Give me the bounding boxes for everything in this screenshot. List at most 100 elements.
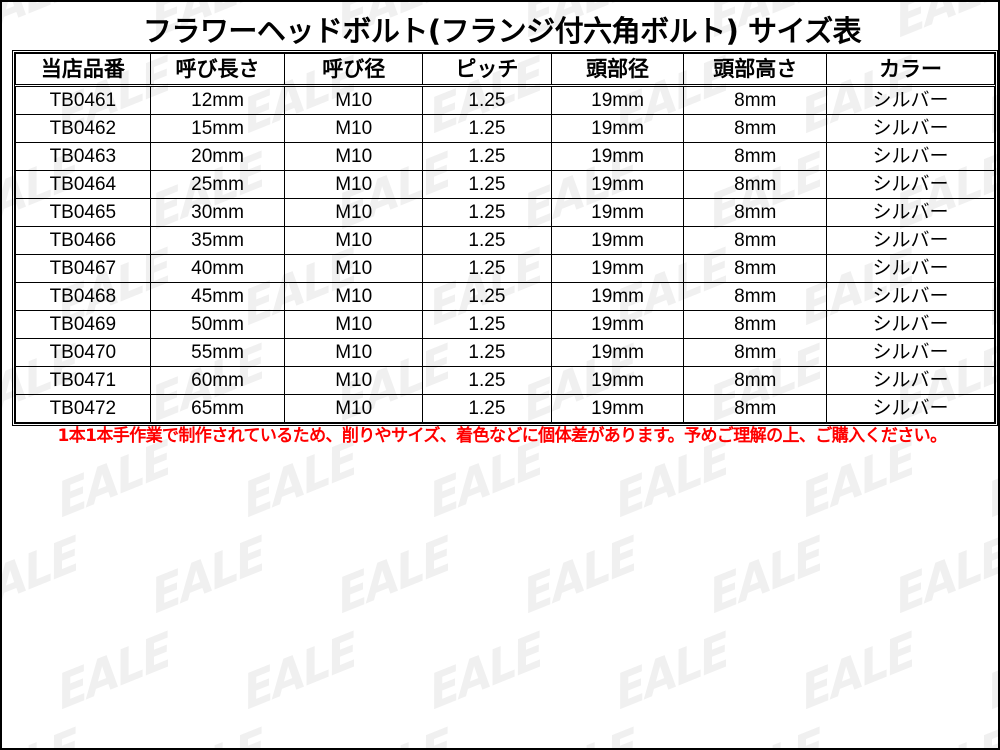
table-cell: 50mm <box>149 310 286 339</box>
column-header: 頭部高さ <box>683 53 828 87</box>
table-cell: M10 <box>284 114 424 143</box>
table-cell: 8mm <box>683 85 828 115</box>
column-header: ピッチ <box>422 53 552 87</box>
table-row: TB0471 60mm M10 1.25 19mm 8mm シルバー <box>15 366 995 395</box>
watermark-text: EALE <box>239 621 361 721</box>
table-cell: 30mm <box>149 198 286 227</box>
table-cell: 1.25 <box>422 142 552 171</box>
table-cell: M10 <box>284 310 424 339</box>
table-cell: 15mm <box>149 114 286 143</box>
table-cell: 1.25 <box>422 366 552 395</box>
table-cell: 19mm <box>550 114 685 143</box>
table-cell: TB0472 <box>15 394 151 423</box>
watermark-text: EALE <box>797 621 919 721</box>
disclaimer-note: 1本1本手作業で制作されているため、削りやサイズ、着色などに個体差があります。予… <box>57 426 948 446</box>
table-cell: M10 <box>284 338 424 367</box>
table-cell: 19mm <box>550 338 685 367</box>
table-row: TB0468 45mm M10 1.25 19mm 8mm シルバー <box>15 282 995 311</box>
table-row: TB0472 65mm M10 1.25 19mm 8mm シルバー <box>15 394 995 423</box>
table-cell: TB0465 <box>15 198 151 227</box>
table-cell: TB0464 <box>15 170 151 199</box>
watermark-text: EALE <box>520 717 641 748</box>
watermark-text: EALE <box>706 717 827 748</box>
table-cell: TB0466 <box>15 226 151 255</box>
table-cell: 8mm <box>683 254 828 283</box>
table-cell: M10 <box>284 282 424 311</box>
table-cell: 12mm <box>149 85 286 115</box>
table-cell: シルバー <box>826 85 995 115</box>
table-cell: TB0471 <box>15 366 151 395</box>
table-cell: 8mm <box>683 394 828 423</box>
table-cell: シルバー <box>826 394 995 423</box>
column-header: 呼び径 <box>284 53 424 87</box>
table-cell: TB0467 <box>15 254 151 283</box>
table-cell: TB0469 <box>15 310 151 339</box>
table-cell: 19mm <box>550 226 685 255</box>
table-cell: 8mm <box>683 170 828 199</box>
table-cell: 19mm <box>550 170 685 199</box>
watermark-text: EALE <box>53 621 175 721</box>
table-cell: 8mm <box>683 338 828 367</box>
column-header: 呼び長さ <box>149 53 286 87</box>
table-cell: シルバー <box>826 198 995 227</box>
table-cell: 45mm <box>149 282 286 311</box>
table-cell: TB0463 <box>15 142 151 171</box>
table-cell: TB0461 <box>15 85 151 115</box>
table-cell: 1.25 <box>422 198 552 227</box>
table-cell: シルバー <box>826 142 995 171</box>
table-cell: 1.25 <box>422 85 552 115</box>
table-cell: M10 <box>284 226 424 255</box>
table-cell: シルバー <box>826 254 995 283</box>
table-cell: 8mm <box>683 198 828 227</box>
table-cell: 8mm <box>683 310 828 339</box>
table-cell: 1.25 <box>422 114 552 143</box>
table-cell: 60mm <box>149 366 286 395</box>
table-cell: M10 <box>284 198 424 227</box>
size-table-container: 当店品番 呼び長さ 呼び径 ピッチ 頭部径 頭部高さ カラー TB0461 12mm M10 1.… <box>12 50 998 426</box>
watermark-text: EALE <box>705 525 827 625</box>
table-cell: TB0470 <box>15 338 151 367</box>
table-row: TB0469 50mm M10 1.25 19mm 8mm シルバー <box>15 310 995 339</box>
table-cell: 1.25 <box>422 282 552 311</box>
table-cell: 19mm <box>550 85 685 115</box>
table-cell: 20mm <box>149 142 286 171</box>
table-cell: 19mm <box>550 142 685 171</box>
table-cell: M10 <box>284 170 424 199</box>
table-cell: 8mm <box>683 226 828 255</box>
watermark-text: EALE <box>148 717 269 748</box>
watermark-text: EALE <box>333 525 455 625</box>
table-cell: 40mm <box>149 254 286 283</box>
table-cell: シルバー <box>826 338 995 367</box>
watermark-text: EALE <box>334 717 455 748</box>
watermark-text: EALE <box>147 525 269 625</box>
table-cell: 19mm <box>550 310 685 339</box>
watermark-text: EALE <box>611 621 733 721</box>
table-cell: 8mm <box>683 142 828 171</box>
table-row: TB0465 30mm M10 1.25 19mm 8mm シルバー <box>15 198 995 227</box>
watermark-text: EALE <box>519 525 641 625</box>
table-row: TB0466 35mm M10 1.25 19mm 8mm シルバー <box>15 226 995 255</box>
table-cell: TB0462 <box>15 114 151 143</box>
table-cell: 19mm <box>550 282 685 311</box>
table-cell: 35mm <box>149 226 286 255</box>
column-header: 頭部径 <box>550 53 685 87</box>
table-cell: 1.25 <box>422 338 552 367</box>
table-row: TB0470 55mm M10 1.25 19mm 8mm シルバー <box>15 338 995 367</box>
table-cell: M10 <box>284 394 424 423</box>
column-header: 当店品番 <box>15 53 151 87</box>
watermark-text: EALE <box>425 621 547 721</box>
table-header: 当店品番 呼び長さ 呼び径 ピッチ 頭部径 頭部高さ カラー <box>15 53 995 87</box>
table-cell: 19mm <box>550 394 685 423</box>
table-cell: 19mm <box>550 198 685 227</box>
table-cell: 1.25 <box>422 394 552 423</box>
table-cell: シルバー <box>826 170 995 199</box>
table-body: TB0461 12mm M10 1.25 19mm 8mm シルバー TB0462 15mm M1… <box>15 85 995 423</box>
column-header: カラー <box>826 53 995 87</box>
table-row: TB0464 25mm M10 1.25 19mm 8mm シルバー <box>15 170 995 199</box>
table-row: TB0461 12mm M10 1.25 19mm 8mm シルバー <box>15 85 995 115</box>
table-cell: 1.25 <box>422 170 552 199</box>
watermark-text: EALE <box>892 717 998 748</box>
watermark-text: EALE <box>983 621 1000 721</box>
table-row: TB0467 40mm M10 1.25 19mm 8mm シルバー <box>15 254 995 283</box>
